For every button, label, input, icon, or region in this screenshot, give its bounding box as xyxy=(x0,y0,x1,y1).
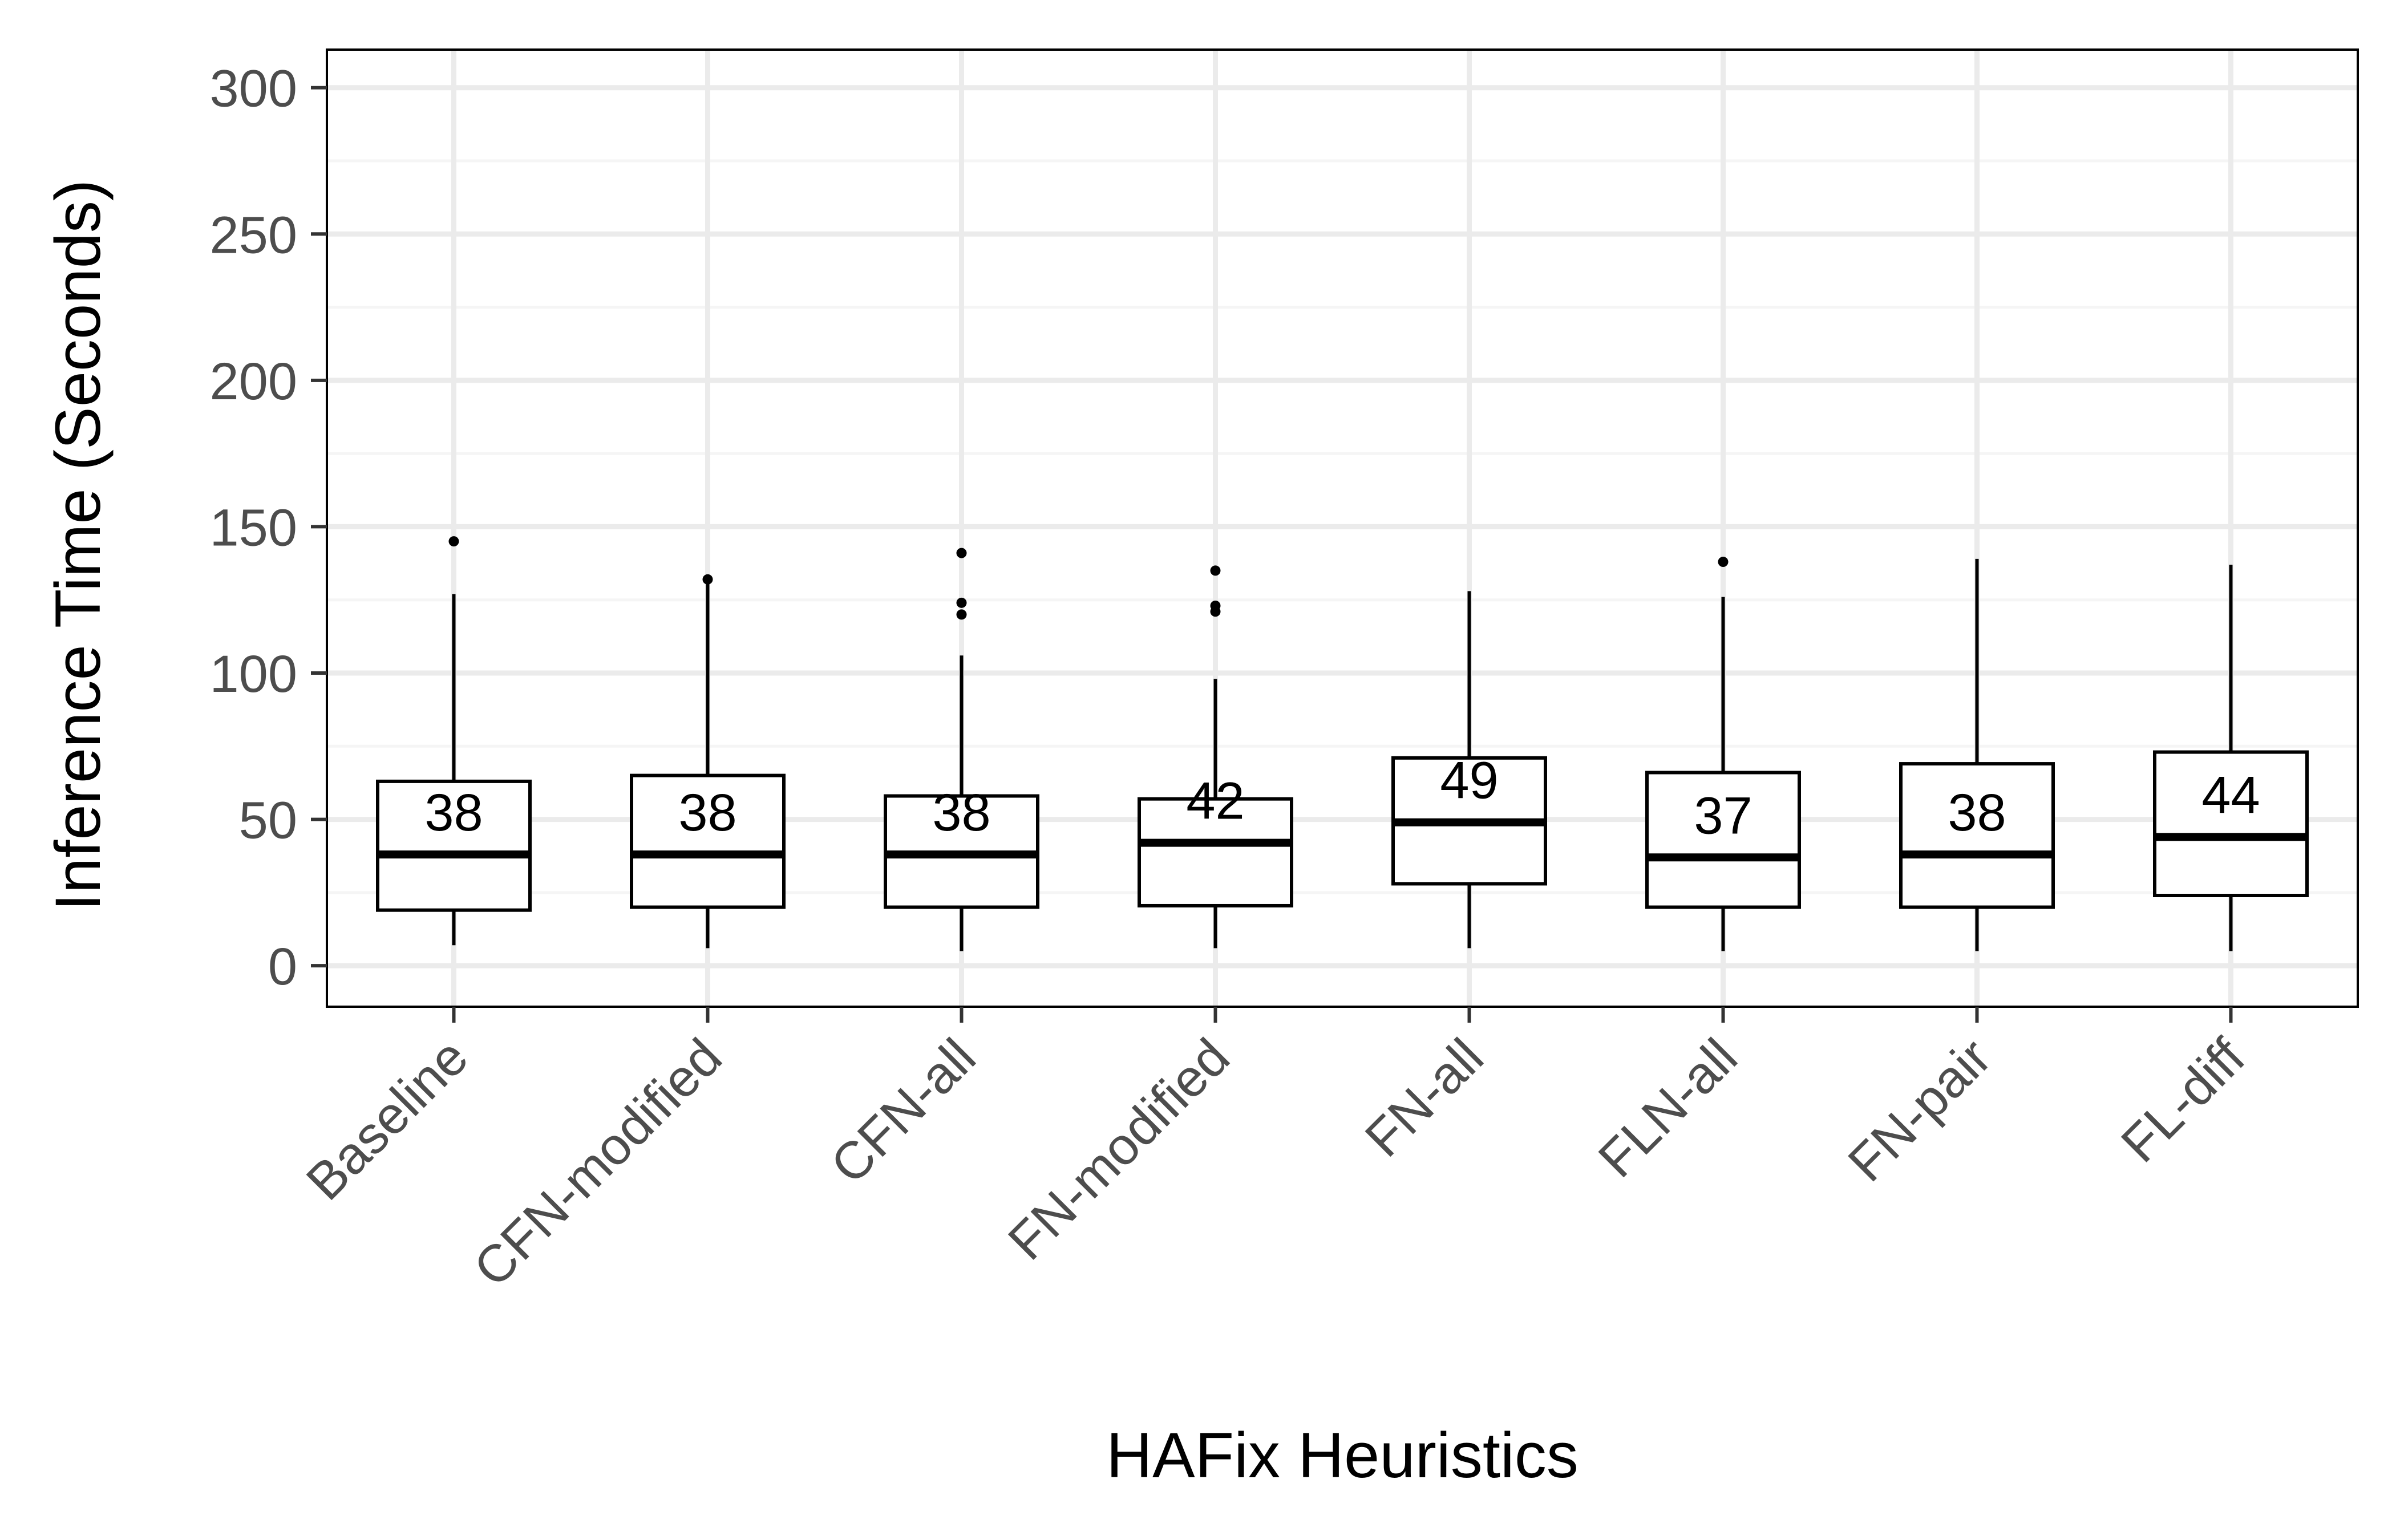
outlier-point xyxy=(956,597,967,608)
median-label: 49 xyxy=(1440,752,1498,810)
y-axis-title: Inference Time (Seconds) xyxy=(42,180,114,911)
box-iqr xyxy=(2153,750,2309,898)
box-iqr xyxy=(376,779,532,912)
outlier-point xyxy=(1210,600,1221,611)
median-label: 42 xyxy=(1186,772,1244,830)
y-tick-label: 100 xyxy=(210,645,298,703)
box-iqr xyxy=(1899,762,2055,909)
y-tick-label: 150 xyxy=(210,499,298,557)
box-plots: 38 38 38 42 49 37 38 44 xyxy=(376,536,2309,951)
median-label: 38 xyxy=(1948,784,2006,842)
box-iqr xyxy=(630,773,786,909)
outlier-point xyxy=(956,548,967,558)
y-tick-label: 50 xyxy=(239,792,297,850)
outlier-point xyxy=(1210,565,1221,576)
box-fl-diff: 44 xyxy=(2153,565,2309,951)
box-fln-all: 37 xyxy=(1645,557,1801,951)
y-tick-label: 300 xyxy=(210,60,298,118)
box-fn-all: 49 xyxy=(1391,591,1547,949)
box-fn-modified: 42 xyxy=(1138,565,1293,949)
outlier-point xyxy=(1718,557,1729,568)
y-tick-label: 200 xyxy=(210,352,298,411)
outlier-point xyxy=(448,536,459,547)
outlier-point xyxy=(702,574,713,585)
y-tick-label: 0 xyxy=(268,938,297,996)
x-axis-title: HAFix Heuristics xyxy=(1106,1420,1579,1491)
box-cfn-modified: 38 xyxy=(630,574,786,949)
y-tick-label: 250 xyxy=(210,206,298,264)
box-baseline: 38 xyxy=(376,536,532,946)
median-label: 38 xyxy=(932,784,990,842)
median-label: 44 xyxy=(2201,766,2260,824)
box-iqr xyxy=(1645,771,1801,909)
outlier-point xyxy=(956,609,967,620)
median-label: 38 xyxy=(424,784,483,842)
box-iqr xyxy=(1138,797,1293,907)
median-label: 38 xyxy=(678,784,736,842)
box-fn-pair: 38 xyxy=(1899,558,2055,951)
median-label: 37 xyxy=(1694,787,1752,845)
box-cfn-all: 38 xyxy=(884,548,1039,951)
